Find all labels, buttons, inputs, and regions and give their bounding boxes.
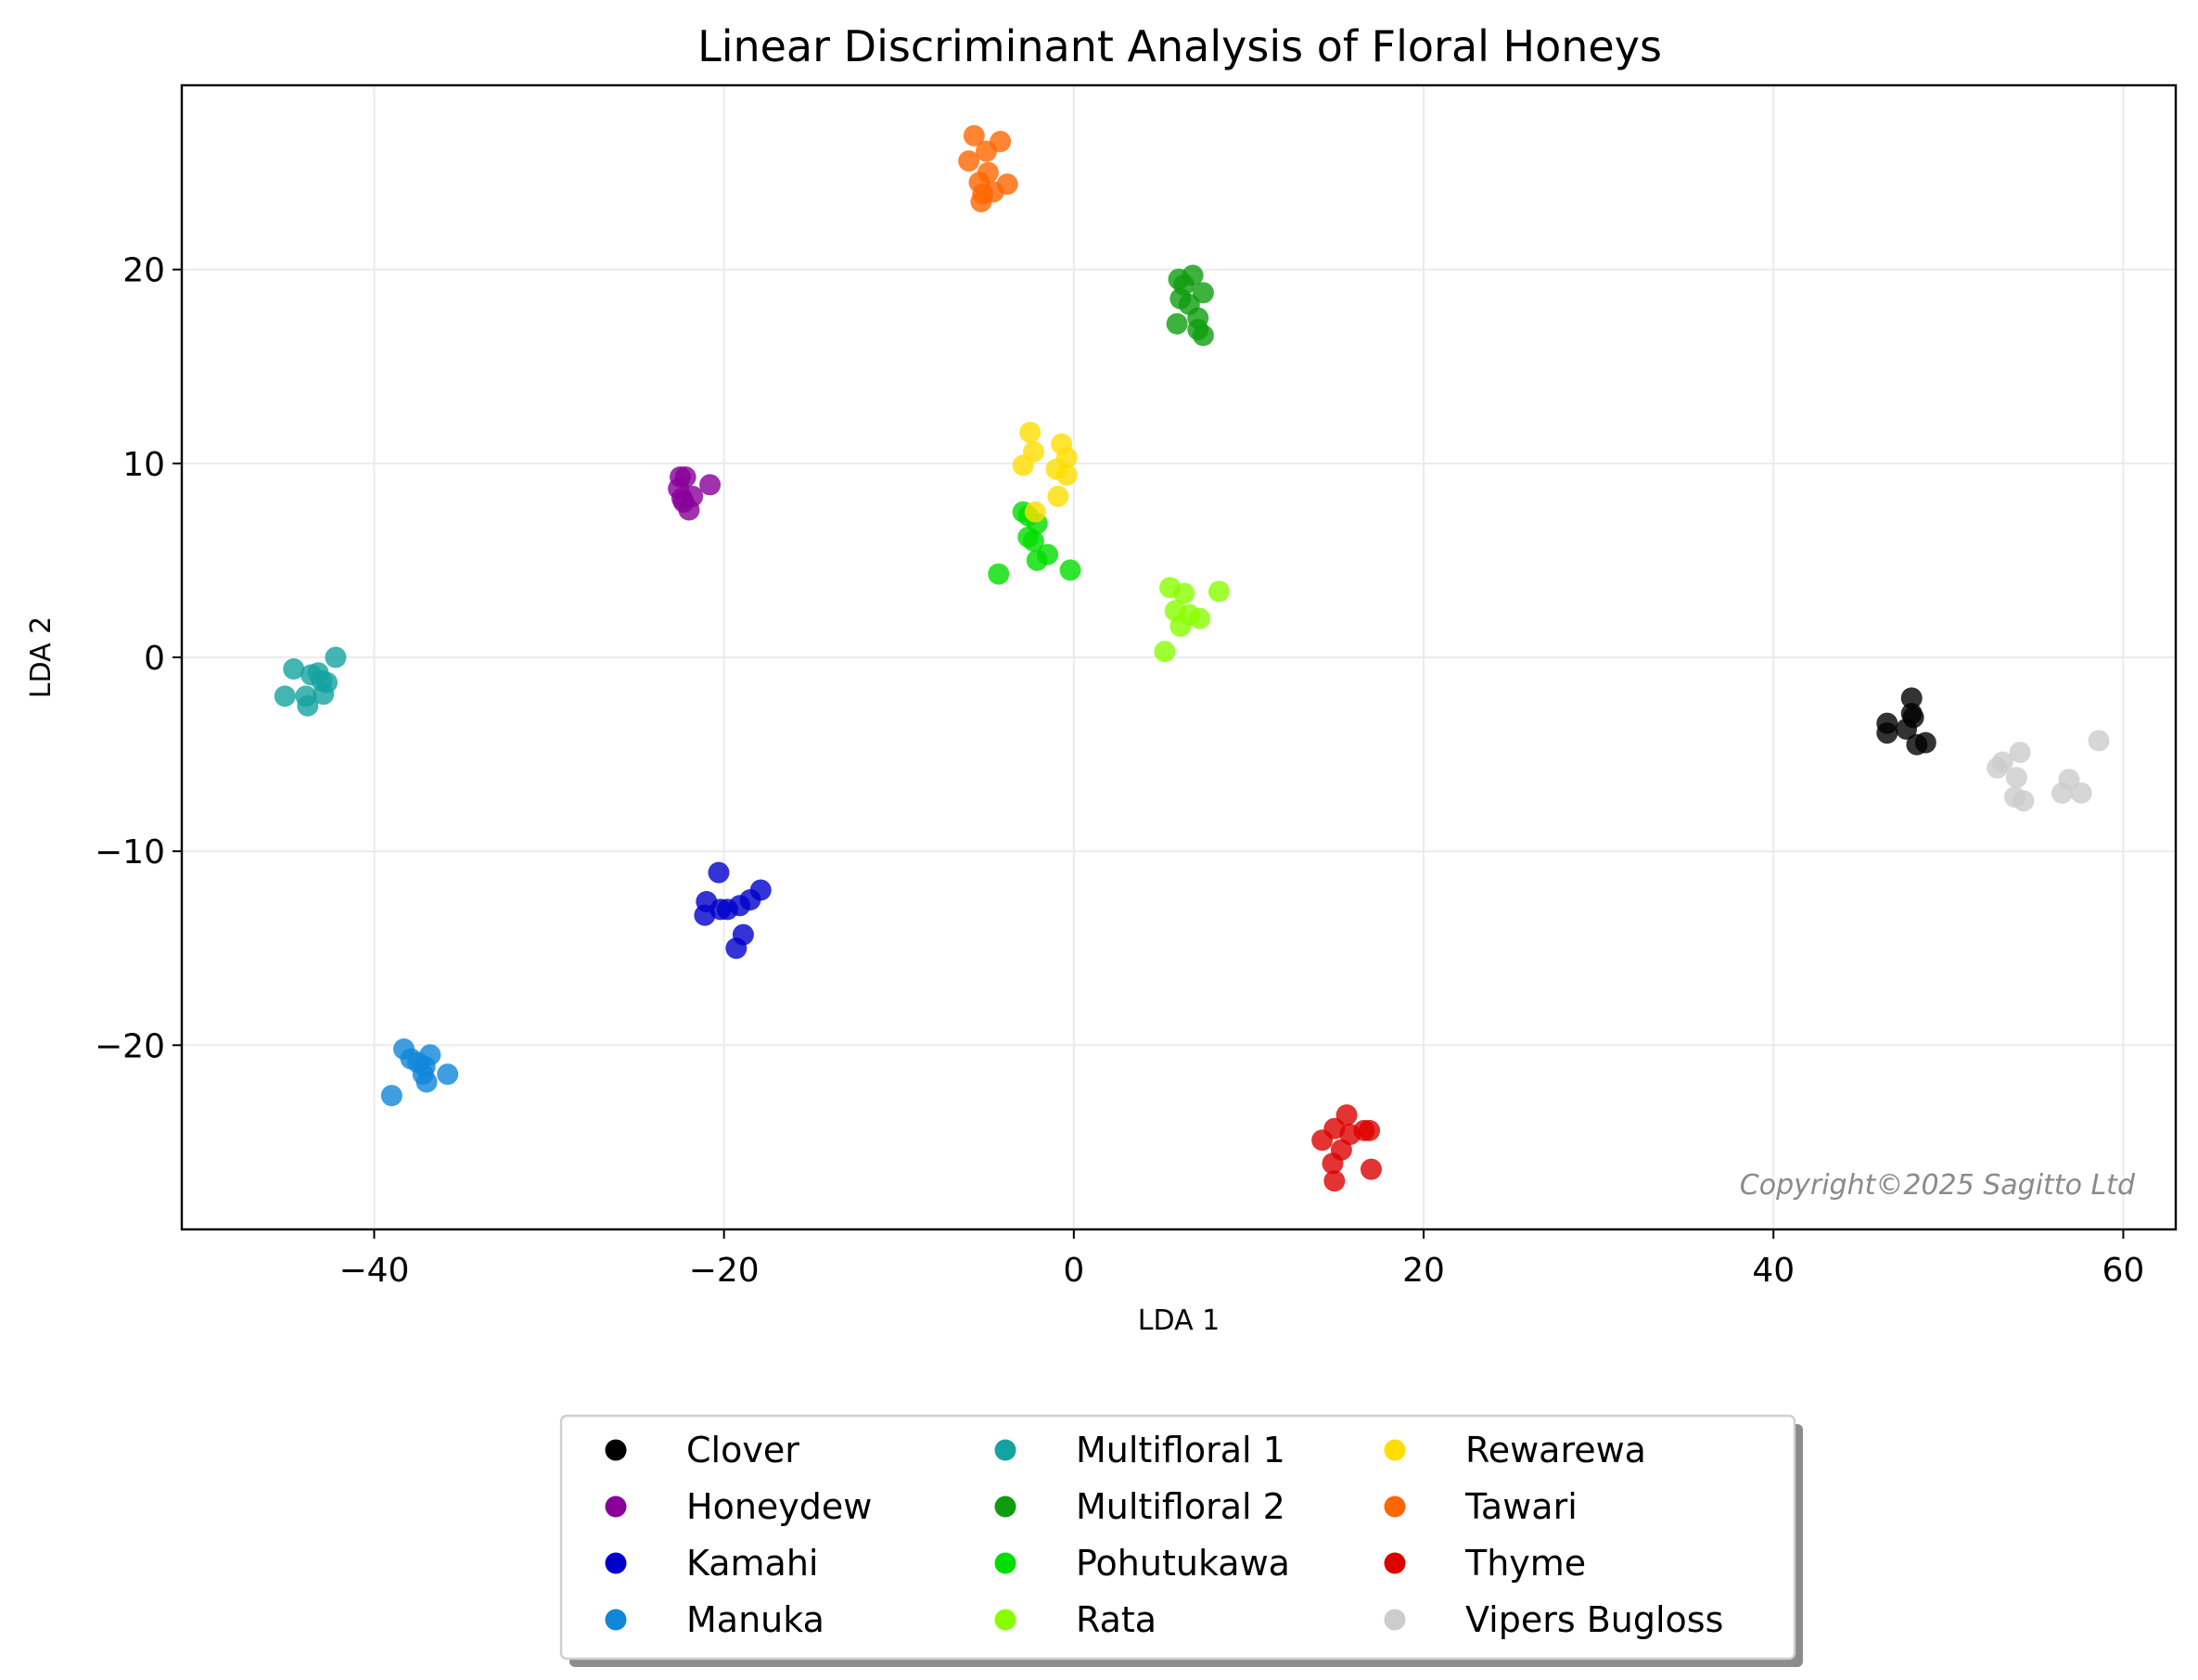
point-pohutukawa bbox=[988, 563, 1010, 585]
point-pohutukawa bbox=[1022, 530, 1044, 553]
point-multifloral-1 bbox=[313, 683, 335, 706]
point-rewarewa bbox=[1024, 501, 1046, 523]
point-thyme bbox=[1322, 1152, 1344, 1175]
point-tawari bbox=[970, 190, 992, 212]
legend-marker-rata bbox=[994, 1609, 1016, 1631]
axis-ticks: −40 −20 0 20 40 60 −20 −10 0 10 20 bbox=[95, 252, 2144, 1290]
legend-marker-vipers-bugloss bbox=[1384, 1609, 1406, 1631]
legend-label-thyme: Thyme bbox=[1464, 1543, 1586, 1584]
point-thyme bbox=[1359, 1119, 1381, 1141]
point-rata bbox=[1189, 607, 1211, 630]
point-tawari bbox=[963, 124, 985, 146]
point-vipers-bugloss bbox=[2013, 790, 2035, 812]
y-tick-label: −10 bbox=[95, 834, 165, 872]
x-tick-label: 20 bbox=[1402, 1252, 1445, 1290]
point-vipers-bugloss bbox=[2070, 782, 2092, 804]
point-thyme bbox=[1311, 1129, 1334, 1152]
point-vipers-bugloss bbox=[2088, 730, 2110, 752]
point-multifloral-2 bbox=[1166, 312, 1188, 335]
x-axis-label: LDA 1 bbox=[1138, 1305, 1220, 1337]
legend-label-kamahi: Kamahi bbox=[686, 1543, 818, 1584]
legend-label-honeydew: Honeydew bbox=[686, 1486, 872, 1527]
legend-label-tawari: Tawari bbox=[1464, 1486, 1578, 1527]
legend-label-multifloral-2: Multifloral 2 bbox=[1076, 1486, 1285, 1527]
point-pohutukawa bbox=[1026, 549, 1048, 571]
point-clover bbox=[1914, 732, 1936, 754]
point-rewarewa bbox=[1012, 454, 1034, 477]
point-multifloral-2 bbox=[1192, 282, 1214, 304]
point-rata bbox=[1208, 580, 1230, 603]
point-rata bbox=[1173, 582, 1195, 605]
point-honeydew bbox=[699, 474, 722, 496]
x-tick-label: 40 bbox=[1752, 1252, 1795, 1290]
x-tick-label: 0 bbox=[1063, 1252, 1084, 1290]
point-thyme bbox=[1360, 1158, 1382, 1180]
point-rewarewa bbox=[1019, 421, 1041, 443]
point-multifloral-1 bbox=[325, 646, 347, 668]
point-rata bbox=[1169, 616, 1192, 638]
legend-label-pohutukawa: Pohutukawa bbox=[1076, 1543, 1290, 1584]
point-rewarewa bbox=[1047, 485, 1069, 507]
point-multifloral-2 bbox=[1192, 325, 1214, 347]
point-thyme bbox=[1339, 1124, 1361, 1146]
y-tick-label: 10 bbox=[122, 446, 165, 484]
point-multifloral-1 bbox=[283, 658, 305, 681]
data-points bbox=[274, 124, 2110, 1192]
point-manuka bbox=[380, 1085, 403, 1107]
legend-marker-pohutukawa bbox=[994, 1552, 1016, 1574]
legend-marker-multifloral-1 bbox=[994, 1439, 1016, 1461]
point-kamahi bbox=[725, 937, 748, 960]
legend-marker-kamahi bbox=[605, 1552, 627, 1574]
legend-marker-tawari bbox=[1384, 1495, 1406, 1518]
point-multifloral-1 bbox=[274, 685, 296, 707]
legend-marker-clover bbox=[605, 1439, 627, 1461]
point-thyme bbox=[1335, 1104, 1358, 1126]
x-tick-label: −40 bbox=[339, 1252, 409, 1290]
point-tawari bbox=[976, 140, 998, 162]
point-vipers-bugloss bbox=[2009, 741, 2031, 763]
legend-label-rata: Rata bbox=[1076, 1599, 1157, 1640]
legend-label-rewarewa: Rewarewa bbox=[1465, 1430, 1646, 1470]
point-manuka bbox=[415, 1071, 438, 1093]
legend-label-clover: Clover bbox=[686, 1430, 799, 1470]
point-honeydew bbox=[672, 491, 695, 514]
point-rata bbox=[1154, 641, 1176, 663]
legend-marker-manuka bbox=[605, 1609, 627, 1631]
point-thyme bbox=[1323, 1170, 1346, 1192]
chart-title: Linear Discriminant Analysis of Floral H… bbox=[697, 21, 1662, 71]
legend-marker-thyme bbox=[1384, 1552, 1406, 1574]
point-tawari bbox=[958, 150, 980, 172]
legend-label-vipers-bugloss: Vipers Bugloss bbox=[1465, 1599, 1723, 1640]
x-tick-label: 60 bbox=[2102, 1252, 2145, 1290]
legend-label-manuka: Manuka bbox=[686, 1599, 824, 1640]
point-kamahi bbox=[708, 861, 730, 884]
y-tick-label: −20 bbox=[95, 1027, 165, 1065]
y-tick-label: 20 bbox=[122, 252, 165, 290]
point-multifloral-1 bbox=[297, 694, 319, 717]
legend-label-multifloral-1: Multifloral 1 bbox=[1076, 1430, 1285, 1470]
point-clover bbox=[1900, 687, 1923, 709]
x-tick-label: −20 bbox=[689, 1252, 760, 1290]
legend-marker-honeydew bbox=[605, 1495, 627, 1518]
point-vipers-bugloss bbox=[1987, 757, 2009, 779]
y-tick-label: 0 bbox=[144, 640, 165, 678]
legend-box bbox=[559, 1414, 1796, 1661]
legend: Clover Honeydew Kamahi Manuka Multifloral 1 M… bbox=[559, 1414, 1803, 1667]
y-axis-label: LDA 2 bbox=[25, 617, 58, 698]
copyright-annotation: Copyright©2025 Sagitto Ltd bbox=[1740, 1169, 2136, 1202]
point-vipers-bugloss bbox=[2051, 782, 2073, 804]
point-vipers-bugloss bbox=[2005, 767, 2027, 789]
point-kamahi bbox=[694, 904, 716, 926]
point-clover bbox=[1902, 706, 1924, 729]
legend-marker-multifloral-2 bbox=[994, 1495, 1016, 1518]
point-manuka bbox=[437, 1063, 459, 1086]
point-rewarewa bbox=[1055, 464, 1078, 486]
point-clover bbox=[1876, 722, 1898, 745]
legend-marker-rewarewa bbox=[1384, 1439, 1406, 1461]
point-pohutukawa bbox=[1059, 559, 1081, 581]
